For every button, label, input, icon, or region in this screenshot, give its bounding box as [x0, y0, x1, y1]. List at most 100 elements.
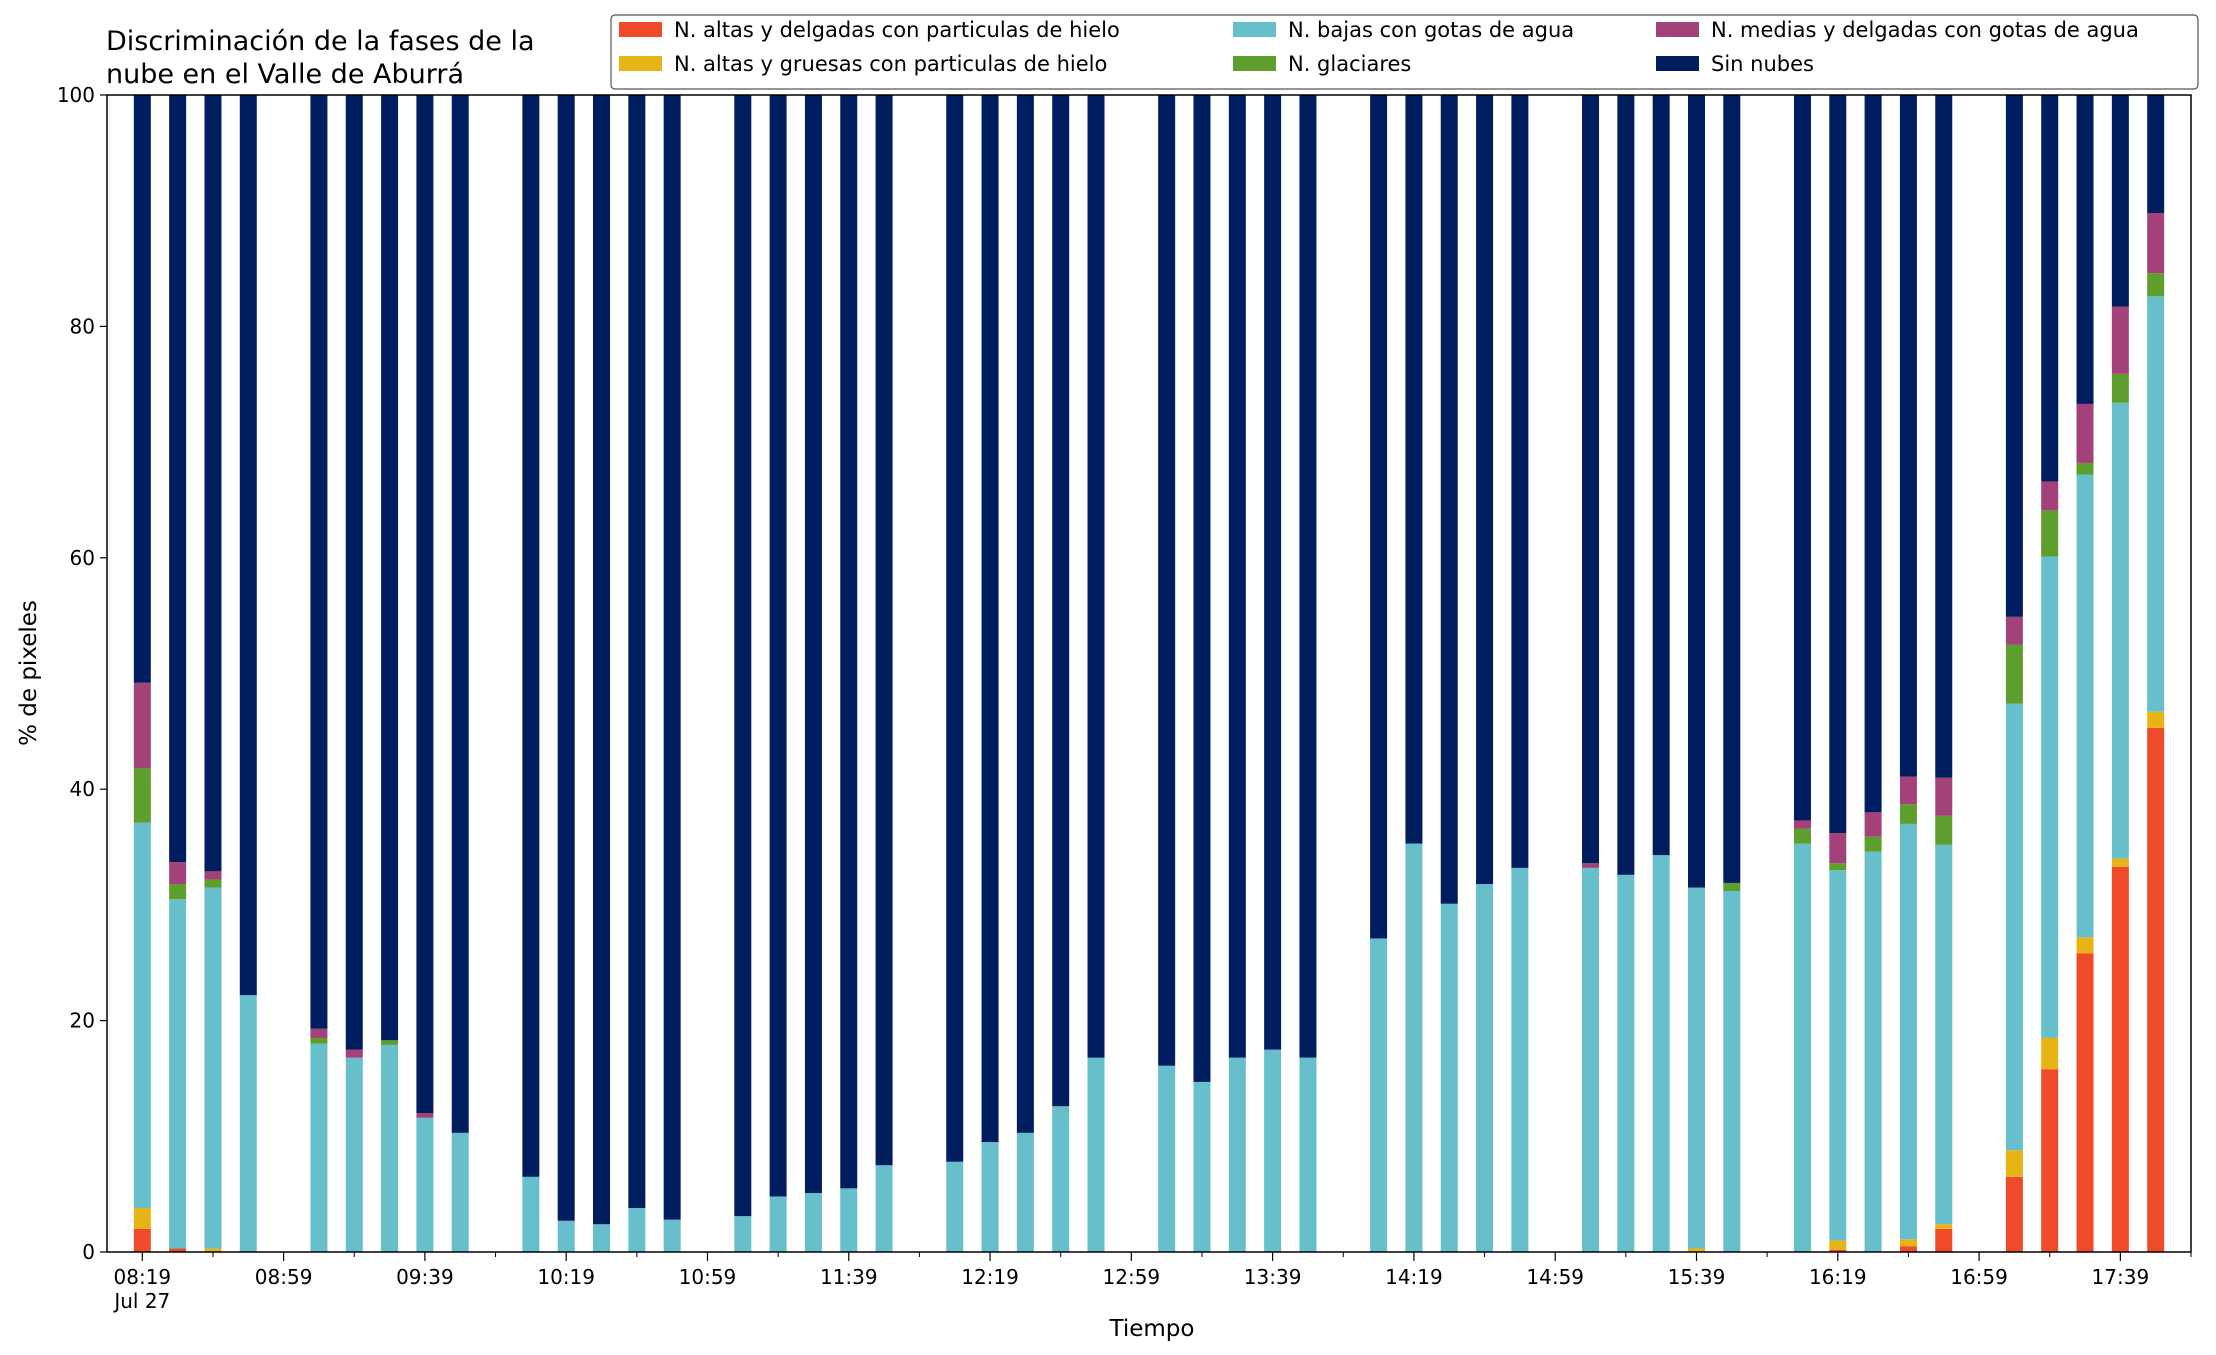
- bar-segment-37-s1: [1687, 1248, 1705, 1252]
- bar-segment-0-s0: [133, 1228, 151, 1252]
- bar-segment-5-s2: [345, 1057, 363, 1252]
- bar-segment-35-s5: [1617, 95, 1635, 875]
- bar-segment-22-s2: [1052, 1106, 1070, 1252]
- bar-segment-48-s1: [2147, 711, 2165, 728]
- bar-segment-28-s2: [1299, 1057, 1317, 1252]
- bar-segment-42-s5: [1899, 95, 1917, 777]
- bar-segment-42-s3: [1899, 804, 1917, 824]
- bar-segment-6-s5: [381, 95, 399, 1041]
- bar-segment-36-s5: [1652, 95, 1670, 856]
- bar-segment-1-s3: [169, 884, 187, 900]
- bar-segment-8-s2: [451, 1132, 469, 1252]
- bar-segment-26-s5: [1228, 95, 1246, 1058]
- x-tick-label-11: 15:39: [1668, 1265, 1726, 1289]
- chart-title-line-2: nube en el Valle de Aburrá: [106, 59, 464, 90]
- bar-segment-48-s2: [2147, 296, 2165, 712]
- bar-segment-38-s3: [1723, 882, 1741, 892]
- bar-segment-28-s5: [1299, 95, 1317, 1058]
- bar-segment-46-s2: [2076, 474, 2094, 938]
- x-tick-label-3: 10:19: [537, 1265, 595, 1289]
- bar-segment-37-s2: [1687, 887, 1705, 1249]
- x-tick-label-1: 08:59: [255, 1265, 313, 1289]
- bar-segment-13-s5: [663, 95, 681, 1220]
- bar-segment-19-s5: [946, 95, 964, 1162]
- bar-segment-6-s2: [381, 1044, 399, 1252]
- bar-segment-47-s3: [2111, 373, 2129, 403]
- bar-segment-0-s5: [133, 95, 151, 683]
- bar-segment-42-s0: [1899, 1246, 1917, 1252]
- bar-segment-26-s2: [1228, 1057, 1246, 1252]
- y-tick-label-0: 0: [82, 1240, 95, 1264]
- bar-segment-0-s2: [133, 822, 151, 1209]
- bar-segment-18-s2: [875, 1165, 893, 1252]
- x-tick-label-6: 12:19: [961, 1265, 1019, 1289]
- legend-label-4: N. medias y delgadas con gotas de agua: [1711, 18, 2139, 42]
- bar-segment-7-s2: [416, 1117, 434, 1252]
- bar-segment-5-s5: [345, 95, 363, 1050]
- bar-segment-23-s5: [1087, 95, 1105, 1058]
- bar-segment-40-s5: [1829, 95, 1847, 834]
- legend-swatch-3: [1233, 56, 1276, 71]
- bar-segment-43-s0: [1935, 1228, 1953, 1252]
- bar-segment-42-s2: [1899, 823, 1917, 1240]
- chart-title-line-1: Discriminación de la fases de la: [106, 26, 535, 57]
- legend-frame: [610, 14, 2199, 90]
- bar-segment-34-s2: [1582, 867, 1600, 1252]
- bar-segment-11-s5: [593, 95, 611, 1225]
- bar-segment-33-s5: [1511, 95, 1529, 868]
- bar-segment-12-s2: [628, 1208, 646, 1252]
- bar-segment-48-s0: [2147, 727, 2165, 1252]
- bar-segment-17-s2: [840, 1188, 858, 1252]
- x-tick-label-8: 13:39: [1244, 1265, 1302, 1289]
- bar-segment-29-s5: [1370, 95, 1388, 939]
- legend-swatch-1: [619, 56, 662, 71]
- bar-segment-38-s5: [1723, 95, 1741, 883]
- bar-segment-44-s4: [2005, 616, 2023, 645]
- y-tick-label-3: 60: [70, 546, 95, 570]
- bar-segment-21-s2: [1016, 1132, 1034, 1252]
- plot-frame: [106, 94, 2192, 1253]
- bar-segment-48-s3: [2147, 273, 2165, 297]
- legend-label-3: N. glaciares: [1288, 52, 1411, 76]
- bar-segment-15-s2: [769, 1196, 787, 1252]
- bar-segment-0-s4: [133, 682, 151, 769]
- bar-segment-47-s5: [2111, 95, 2129, 307]
- x-axis-label: Tiempo: [1109, 1316, 1195, 1342]
- legend-label-1: N. altas y gruesas con particulas de hie…: [674, 52, 1107, 76]
- bar-segment-47-s1: [2111, 858, 2129, 867]
- bar-segment-16-s2: [804, 1192, 822, 1252]
- bar-segment-46-s4: [2076, 403, 2094, 463]
- bar-segment-45-s3: [2041, 510, 2059, 557]
- bar-segment-4-s4: [310, 1028, 328, 1038]
- x-tick-label-14: 17:39: [2092, 1265, 2150, 1289]
- bar-segment-46-s0: [2076, 953, 2094, 1252]
- bar-segment-16-s5: [804, 95, 822, 1193]
- bar-segment-2-s5: [204, 95, 222, 872]
- bar-segment-47-s4: [2111, 306, 2129, 374]
- legend-swatch-0: [619, 22, 662, 37]
- bar-segment-43-s2: [1935, 844, 1953, 1225]
- bar-segment-12-s5: [628, 95, 646, 1209]
- bar-segment-40-s4: [1829, 833, 1847, 864]
- bar-segment-31-s2: [1440, 903, 1458, 1252]
- bar-segment-41-s3: [1864, 836, 1882, 852]
- bar-segment-7-s4: [416, 1113, 434, 1118]
- bar-segment-29-s2: [1370, 938, 1388, 1252]
- bar-segment-47-s2: [2111, 402, 2129, 859]
- bar-segment-31-s5: [1440, 95, 1458, 904]
- bar-segment-1-s4: [169, 862, 187, 885]
- bar-segment-25-s2: [1193, 1081, 1211, 1252]
- bar-segment-8-s5: [451, 95, 469, 1133]
- bar-segment-44-s1: [2005, 1150, 2023, 1177]
- bar-segment-4-s2: [310, 1043, 328, 1252]
- bar-segment-17-s5: [840, 95, 858, 1189]
- bar-segment-41-s2: [1864, 851, 1882, 1252]
- bar-segment-43-s4: [1935, 777, 1953, 816]
- bar-segment-43-s5: [1935, 95, 1953, 778]
- bar-segment-46-s3: [2076, 462, 2094, 475]
- x-tick-label-5: 11:39: [820, 1265, 878, 1289]
- bar-segment-44-s0: [2005, 1176, 2023, 1252]
- bar-segment-39-s4: [1793, 820, 1811, 829]
- bar-segment-33-s2: [1511, 867, 1529, 1252]
